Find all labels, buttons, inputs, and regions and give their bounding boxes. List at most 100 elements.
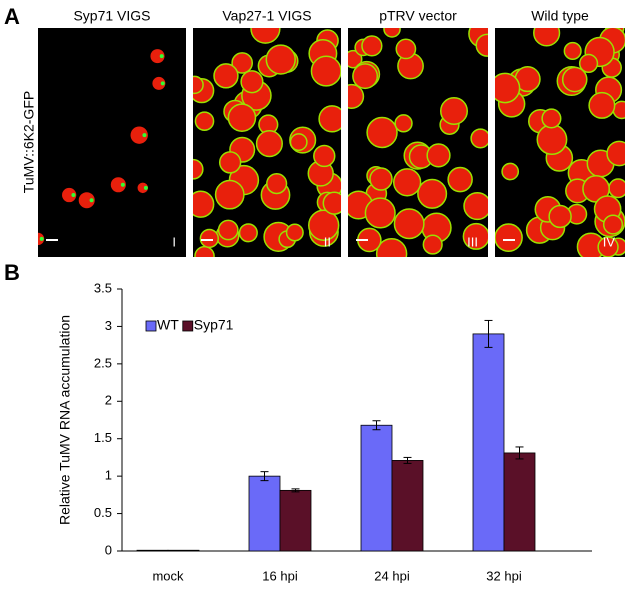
legend-swatch <box>145 320 157 332</box>
micrograph <box>495 28 625 257</box>
cell <box>366 116 398 149</box>
cell <box>152 76 166 90</box>
bar <box>136 549 169 552</box>
image-numeral: IV <box>603 234 616 249</box>
cell <box>310 55 341 87</box>
cell <box>289 133 308 152</box>
cell <box>393 208 425 240</box>
cell <box>231 52 254 74</box>
cell <box>199 228 219 249</box>
cell <box>369 167 393 191</box>
panel-label: B <box>4 260 20 285</box>
cell <box>475 33 488 57</box>
cell <box>130 126 148 144</box>
cell <box>214 179 245 210</box>
cell <box>250 28 281 44</box>
panel-label: A <box>4 4 20 29</box>
error-bar <box>372 420 381 431</box>
y-tick-label: 3 <box>105 318 112 333</box>
y-tick-label: 2.5 <box>94 355 112 370</box>
legend-label: Syp71 <box>194 317 234 333</box>
legend-swatch <box>182 320 194 332</box>
bar <box>248 475 281 552</box>
cell <box>218 151 242 174</box>
y-tick-label: 3.5 <box>94 280 112 295</box>
cell <box>285 223 304 242</box>
cell <box>495 72 521 104</box>
cell <box>240 70 264 94</box>
bar <box>279 489 312 552</box>
cell <box>561 66 588 93</box>
cell <box>313 144 336 168</box>
cell <box>417 178 448 209</box>
image-numeral: I <box>172 234 176 249</box>
cell <box>110 177 126 193</box>
image-bg <box>38 28 186 257</box>
gfp-dot <box>143 185 148 190</box>
cell <box>608 178 625 199</box>
x-tick-label: 32 hpi <box>486 568 522 583</box>
cell <box>426 143 451 168</box>
bar <box>360 424 393 552</box>
cell <box>213 63 239 89</box>
legend-label: WT <box>157 317 179 333</box>
cell <box>364 197 396 229</box>
error-bar <box>403 456 412 464</box>
cell <box>606 140 625 167</box>
cell <box>194 245 215 257</box>
cell <box>375 237 408 257</box>
image-title: Wild type <box>531 8 589 24</box>
cell <box>352 63 379 90</box>
cell <box>150 49 165 64</box>
image-title: Syp71 VIGS <box>73 8 150 24</box>
cell <box>612 100 625 120</box>
cell <box>394 114 413 133</box>
cell <box>193 158 204 180</box>
x-tick-label: mock <box>152 568 184 583</box>
cell <box>348 49 363 69</box>
image-title: pTRV vector <box>379 8 457 24</box>
bar <box>472 333 505 552</box>
micrograph <box>193 28 341 257</box>
cell <box>308 209 340 241</box>
cell <box>541 108 562 129</box>
micrograph <box>348 28 488 257</box>
cell <box>322 191 341 215</box>
cell <box>602 214 624 235</box>
cell <box>78 192 95 209</box>
cell <box>266 172 288 195</box>
error-bar <box>515 446 524 460</box>
error-bar <box>484 319 493 348</box>
cell <box>447 166 473 193</box>
cell <box>462 222 488 250</box>
cell <box>137 182 148 194</box>
cell <box>318 105 341 133</box>
cell <box>563 41 582 61</box>
cell <box>217 219 239 241</box>
cell <box>395 38 417 60</box>
cell <box>194 111 215 131</box>
gfp-dot <box>120 182 125 187</box>
micrograph <box>38 28 186 257</box>
cell <box>62 187 77 203</box>
cell <box>255 130 283 158</box>
cell <box>501 162 520 181</box>
y-tick-label: 1.5 <box>94 430 112 445</box>
error-bar <box>291 488 300 493</box>
y-label: TuMV::6K2-GFP <box>21 91 37 193</box>
cell <box>588 91 616 119</box>
gfp-dot <box>89 198 94 203</box>
cell <box>422 234 443 255</box>
gfp-dot <box>159 54 164 59</box>
cell <box>470 128 488 149</box>
cell <box>536 124 568 155</box>
cell <box>238 223 258 243</box>
image-numeral: III <box>467 234 478 249</box>
cell <box>383 28 401 38</box>
cell <box>392 168 422 197</box>
cell <box>578 53 599 74</box>
cell <box>265 44 296 75</box>
cell <box>533 28 561 47</box>
